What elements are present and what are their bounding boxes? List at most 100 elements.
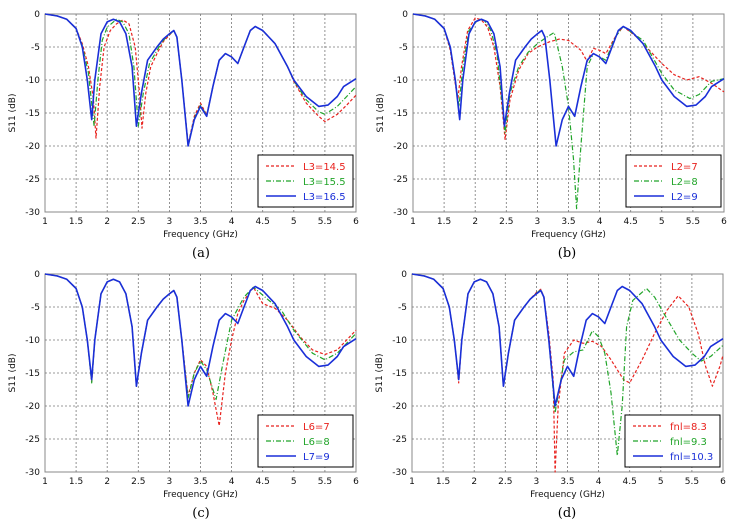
series-line-l7-9 — [44, 273, 357, 407]
x-tick-label: 1 — [42, 217, 48, 227]
series-line-l3-16-5 — [44, 13, 357, 147]
series-line-l2-9 — [412, 13, 725, 147]
legend-label: L6=7 — [303, 422, 330, 433]
x-tick-label: 3.5 — [560, 477, 574, 487]
x-tick-label: 2.5 — [131, 217, 145, 227]
x-tick-label: 3.5 — [561, 217, 575, 227]
x-tick-label: 1.5 — [437, 217, 451, 227]
y-tick-label: 0 — [402, 10, 408, 20]
x-tick-label: 5 — [291, 477, 297, 487]
y-tick-label: -25 — [393, 175, 408, 185]
y-tick-label: 0 — [34, 270, 40, 280]
x-tick-label: 6 — [720, 477, 726, 487]
y-tick-label: -15 — [25, 369, 40, 379]
y-tick-label: -5 — [31, 43, 40, 53]
x-tick-label: 4.5 — [256, 477, 270, 487]
x-tick-label: 5 — [291, 217, 297, 227]
x-tick-label: 3.5 — [193, 217, 207, 227]
x-tick-label: 3 — [535, 217, 541, 227]
x-tick-label: 2 — [104, 477, 110, 487]
y-tick-label: 0 — [34, 10, 40, 20]
x-axis-label: Frequency (GHz) — [530, 490, 605, 500]
y-tick-label: -20 — [25, 142, 40, 152]
x-tick-label: 6 — [353, 217, 359, 227]
legend-label: fnl=10.3 — [670, 452, 713, 463]
x-axis-label: Frequency (GHz) — [163, 230, 238, 240]
x-tick-label: 5.5 — [685, 477, 699, 487]
x-tick-label: 5.5 — [318, 217, 332, 227]
legend-label: L2=7 — [671, 162, 698, 173]
caption-c: (c) — [192, 506, 210, 521]
legend-label: fnl=9.3 — [670, 437, 707, 448]
series-line-fnl-10-3 — [411, 273, 724, 407]
x-tick-label: 5 — [659, 217, 665, 227]
x-tick-label: 5 — [658, 477, 664, 487]
chart-panel-b: 1 1.5 2 2.5 3 3.5 4 4.5 5 5.5 6 0 -5 -10 -15 -20 -25 -30 F… — [376, 10, 727, 240]
y-tick-label: -25 — [25, 435, 40, 445]
y-tick-label: -30 — [392, 468, 407, 478]
y-tick-label: -15 — [25, 109, 40, 119]
y-tick-label: -10 — [25, 336, 40, 346]
series-line-l2-7 — [412, 13, 725, 140]
legend-label: L2=8 — [671, 177, 698, 188]
y-tick-label: 0 — [401, 270, 407, 280]
caption-b: (b) — [557, 246, 577, 261]
x-tick-label: 2 — [472, 217, 478, 227]
x-tick-label: 4 — [229, 217, 235, 227]
x-tick-label: 4.5 — [256, 217, 270, 227]
chart-panel-a: 1 1.5 2 2.5 3 3.5 4 4.5 5 5.5 6 0 -5 -10 -15 -20 -25 -30 F… — [8, 10, 359, 240]
x-tick-label: 4 — [597, 217, 603, 227]
legend-label: L3=16.5 — [303, 192, 346, 203]
x-tick-label: 4.5 — [624, 217, 638, 227]
x-tick-label: 2 — [104, 217, 110, 227]
chart-panel-d: 1 1.5 2 2.5 3 3.5 4 4.5 5 5.5 6 0 -5 -10 -15 -20 -25 -30 F… — [375, 270, 726, 500]
y-tick-label: -5 — [31, 303, 40, 313]
x-tick-label: 6 — [353, 477, 359, 487]
caption-d: (d) — [557, 506, 577, 521]
y-tick-label: -15 — [393, 109, 408, 119]
x-tick-label: 5.5 — [686, 217, 700, 227]
x-tick-label: 3 — [167, 217, 173, 227]
x-tick-label: 2.5 — [499, 217, 513, 227]
x-tick-label: 1.5 — [69, 217, 83, 227]
x-tick-label: 3 — [534, 477, 540, 487]
y-tick-label: -20 — [392, 402, 407, 412]
y-tick-label: -30 — [393, 208, 408, 218]
y-tick-label: -20 — [25, 402, 40, 412]
x-tick-label: 4 — [596, 477, 602, 487]
y-tick-label: -20 — [393, 142, 408, 152]
x-tick-label: 4.5 — [623, 477, 637, 487]
y-tick-label: -10 — [25, 76, 40, 86]
y-tick-label: -10 — [392, 336, 407, 346]
legend-label: L7=9 — [303, 452, 330, 463]
x-tick-label: 2.5 — [498, 477, 512, 487]
y-tick-label: -30 — [25, 468, 40, 478]
legend-label: L6=8 — [303, 437, 330, 448]
x-tick-label: 1 — [42, 477, 48, 487]
x-tick-label: 1.5 — [69, 477, 83, 487]
x-tick-label: 5.5 — [318, 477, 332, 487]
series-line-l2-8 — [412, 13, 725, 210]
legend-label: L2=9 — [671, 192, 698, 203]
y-tick-label: -15 — [392, 369, 407, 379]
legend-label: fnl=8.3 — [670, 422, 707, 433]
y-tick-label: -25 — [25, 175, 40, 185]
legend-label: L3=14.5 — [303, 162, 346, 173]
y-axis-label: S11 (dB) — [8, 354, 18, 393]
y-axis-label: S11 (dB) — [8, 94, 18, 133]
y-axis-label: S11 (dB) — [376, 94, 386, 133]
chart-panel-c: 1 1.5 2 2.5 3 3.5 4 4.5 5 5.5 6 0 -5 -10 -15 -20 -25 -30 F… — [8, 270, 359, 500]
x-tick-label: 1 — [410, 217, 416, 227]
x-tick-label: 2.5 — [131, 477, 145, 487]
y-tick-label: -5 — [399, 43, 408, 53]
y-axis-label: S11 (dB) — [375, 354, 385, 393]
y-tick-label: -25 — [392, 435, 407, 445]
y-tick-label: -30 — [25, 208, 40, 218]
x-tick-label: 1 — [409, 477, 415, 487]
legend-label: L3=15.5 — [303, 177, 346, 188]
y-tick-label: -10 — [393, 76, 408, 86]
x-axis-label: Frequency (GHz) — [163, 490, 238, 500]
x-tick-label: 2 — [471, 477, 477, 487]
x-tick-label: 4 — [229, 477, 235, 487]
x-tick-label: 6 — [721, 217, 727, 227]
